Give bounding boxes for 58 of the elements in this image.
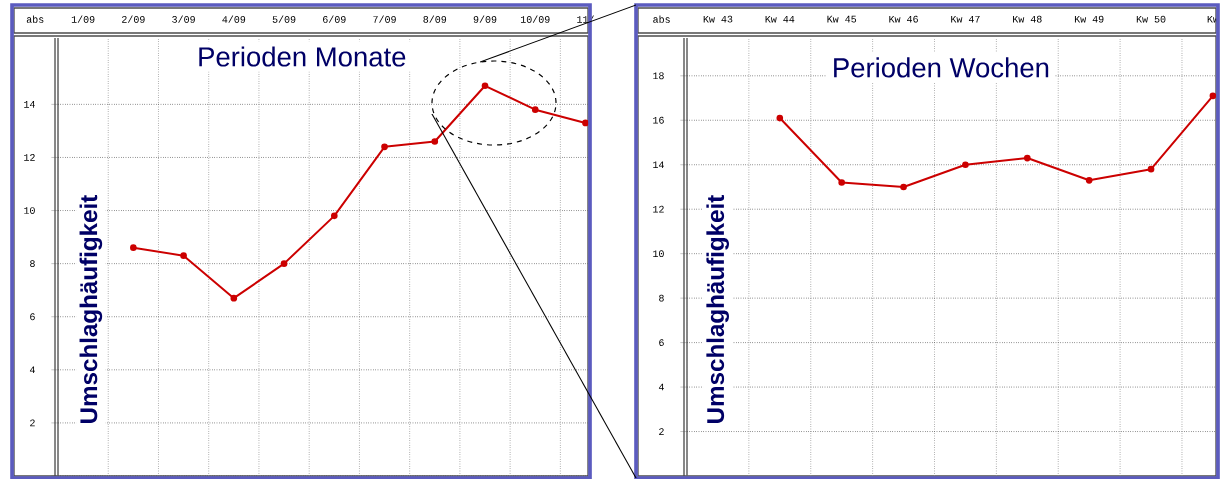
y-tick-label: 2 [659,428,664,435]
point [280,260,288,267]
y-tick-label: 14 [653,161,664,169]
point [330,212,338,220]
y-tick-label: 2 [30,419,35,427]
x-tick-label: 6/09 [323,15,346,23]
point [962,161,969,169]
y-tick-label: 6 [659,339,664,346]
y-tick-label: 18 [653,72,664,80]
point [531,106,539,114]
y-tick-label: 10 [653,250,664,258]
y-tick-label: 10 [24,207,35,214]
chart-title: Perioden Monate [199,46,406,67]
x-tick-label: Kw 47 [951,15,980,23]
point [381,143,388,151]
point [838,179,846,186]
point [1147,165,1155,173]
x-tick-label: 3/09 [172,15,195,23]
y-tick-label: 16 [653,116,664,124]
y-tick-label: 12 [24,154,35,161]
x-tick-label: Kw 50 [1136,15,1166,23]
point [180,252,187,259]
point [130,244,137,252]
x-tick-label: 9/09 [473,15,497,23]
x-tick-label: Kw 46 [889,15,918,23]
x-tick-label: Kw 43 [703,15,733,23]
point [582,119,589,127]
x-tick-label: Kw 44 [765,15,795,23]
y-tick-label: 4 [658,383,664,391]
x-tick-label: Kw 45 [827,15,857,23]
point [1085,176,1093,184]
y-axis-title: Umschlaghäufigkeit [79,195,103,423]
x-tick-label: 1/09 [71,15,95,23]
point [230,294,238,302]
point [900,183,907,191]
x-tick-label: Kw 48 [1013,15,1042,23]
point [431,138,439,145]
x-tick-label: 5/09 [272,15,296,23]
point [481,82,489,90]
point [776,114,784,122]
point [1023,154,1031,162]
x-tick-label: 4/09 [222,15,246,23]
text: Perioden Wochen [834,57,1049,78]
y-tick-label: 8 [659,294,664,302]
y-tick-label: 4 [29,366,35,374]
x-tick-label: 2/09 [122,15,145,23]
y-axis-title: Umschlaghäufigkeit [706,195,729,423]
x-tick-label: Kw 49 [1074,15,1104,23]
y-tick-label: 8 [30,260,35,268]
y-tick-label: 14 [24,101,35,108]
x-tick-label: 8/09 [423,15,447,23]
x-tick-label: 10/09 [520,15,550,23]
y-tick-label: 6 [30,313,35,321]
point [1209,92,1217,100]
text: abs [26,15,44,23]
y-tick-label: 12 [653,205,664,213]
x-tick-label: 7/09 [373,15,396,23]
text: abs [653,15,670,23]
